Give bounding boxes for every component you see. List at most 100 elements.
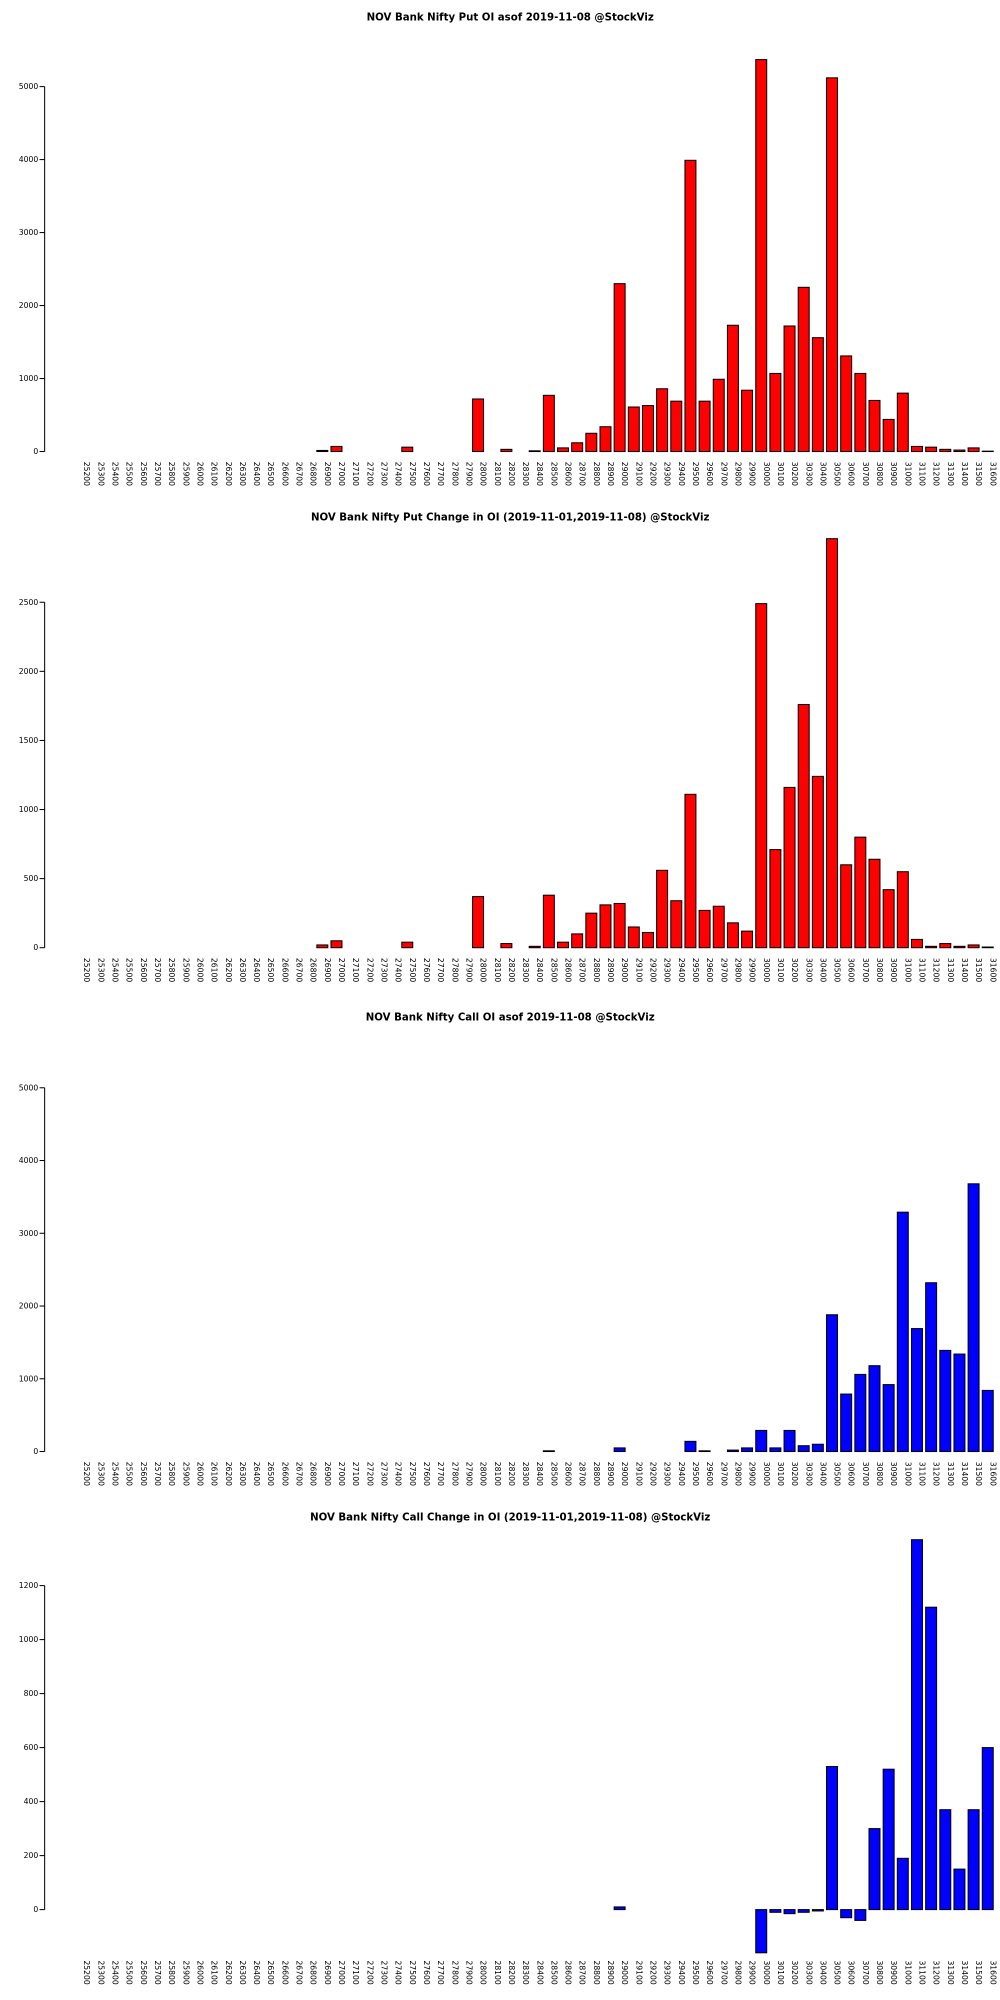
- bar: [953, 449, 966, 453]
- x-tick-label: 28400: [535, 1960, 544, 1984]
- x-tick-label: 30300: [804, 462, 813, 486]
- x-tick-label: 28300: [521, 1462, 530, 1486]
- chart-title: NOV Bank Nifty Put Change in OI (2019-11…: [311, 512, 710, 523]
- x-tick-label: 31600: [988, 1960, 997, 1984]
- x-tick-label: 31300: [946, 1462, 955, 1486]
- x-tick-label: 30200: [790, 958, 799, 982]
- x-tick-label: 26200: [224, 958, 233, 982]
- x-tick-label: 26200: [224, 1462, 233, 1486]
- x-tick-label: 28100: [493, 958, 502, 982]
- bar: [698, 400, 711, 453]
- x-tick-label: 28100: [493, 1462, 502, 1486]
- x-tick-label: 30700: [861, 958, 870, 982]
- x-tick-label: 30600: [847, 1462, 856, 1486]
- x-tick-label: 25400: [111, 958, 120, 982]
- x-tick-label: 26400: [252, 1960, 261, 1984]
- x-tick-label: 30800: [875, 462, 884, 486]
- x-tick-label: 28300: [521, 462, 530, 486]
- bar: [896, 392, 909, 453]
- x-tick-label: 25600: [139, 1960, 148, 1984]
- x-tick-label: 29000: [620, 462, 629, 486]
- y-tick-label: 2000: [19, 667, 39, 676]
- x-tick-label: 30500: [833, 1462, 842, 1486]
- x-tick-label: 27900: [464, 958, 473, 982]
- y-tick-label: 0: [33, 943, 38, 952]
- x-tick-label: 28900: [606, 462, 615, 486]
- bar: [910, 938, 923, 949]
- x-tick-label: 30100: [776, 1960, 785, 1984]
- bar: [910, 1328, 923, 1453]
- bar: [882, 418, 895, 453]
- bar: [726, 324, 739, 453]
- bar: [826, 77, 839, 453]
- bar: [925, 1282, 938, 1453]
- bar: [811, 775, 824, 949]
- bar: [613, 1906, 626, 1911]
- bar: [826, 538, 839, 949]
- x-tick-label: 29700: [719, 958, 728, 982]
- bar: [981, 1389, 994, 1453]
- bar: [840, 355, 853, 453]
- x-tick-label: 26100: [210, 1960, 219, 1984]
- bar: [599, 904, 612, 949]
- bar: [585, 912, 598, 949]
- x-tick-label: 27200: [365, 1462, 374, 1486]
- x-tick-label: 28700: [578, 958, 587, 982]
- x-tick-label: 29500: [691, 958, 700, 982]
- x-tick-label: 27800: [450, 958, 459, 982]
- x-tick-label: 31300: [946, 958, 955, 982]
- x-tick-label: 30000: [762, 462, 771, 486]
- x-tick-label: 26900: [323, 1960, 332, 1984]
- x-tick-label: 30200: [790, 1960, 799, 1984]
- bar: [811, 1443, 824, 1453]
- bar: [330, 940, 343, 949]
- x-tick-label: 30200: [790, 462, 799, 486]
- x-tick-label: 26600: [280, 958, 289, 982]
- bar: [925, 945, 938, 949]
- bar: [783, 325, 796, 453]
- x-tick-label: 26500: [266, 958, 275, 982]
- x-tick-label: 28700: [578, 1960, 587, 1984]
- x-tick-label: 30700: [861, 462, 870, 486]
- bar: [967, 944, 980, 949]
- x-tick-label: 29200: [649, 462, 658, 486]
- bar: [641, 931, 654, 949]
- x-tick-label: 31100: [918, 462, 927, 486]
- x-tick-label: 28000: [479, 1462, 488, 1486]
- bar: [613, 283, 626, 453]
- x-tick-label: 31400: [960, 1462, 969, 1486]
- x-tick-label: 30100: [776, 958, 785, 982]
- y-tick-label: 3000: [19, 228, 39, 237]
- x-tick-label: 28600: [564, 1462, 573, 1486]
- bar: [896, 1211, 909, 1453]
- x-tick-label: 25800: [167, 462, 176, 486]
- x-tick-label: 27800: [450, 1462, 459, 1486]
- bar: [741, 389, 754, 453]
- x-tick-label: 31200: [932, 1462, 941, 1486]
- bar: [953, 1353, 966, 1453]
- x-tick-label: 30000: [762, 1462, 771, 1486]
- x-tick-label: 30600: [847, 462, 856, 486]
- x-tick-label: 29500: [691, 1462, 700, 1486]
- bar: [528, 450, 541, 453]
- x-tick-label: 26300: [238, 1960, 247, 1984]
- bar: [910, 1539, 923, 1911]
- x-tick-label: 31300: [946, 1960, 955, 1984]
- bar: [967, 1183, 980, 1453]
- x-tick-label: 30700: [861, 1960, 870, 1984]
- x-tick-label: 29000: [620, 1462, 629, 1486]
- bar: [627, 926, 640, 949]
- x-tick-label: 26600: [280, 1462, 289, 1486]
- x-tick-label: 25200: [82, 1960, 91, 1984]
- bar: [684, 793, 697, 949]
- x-tick-label: 30900: [889, 1462, 898, 1486]
- x-tick-label: 27100: [351, 462, 360, 486]
- x-tick-label: 31000: [903, 462, 912, 486]
- bar: [641, 405, 654, 453]
- x-tick-label: 26200: [224, 1960, 233, 1984]
- bar: [670, 900, 683, 949]
- bar: [868, 1365, 881, 1453]
- y-tick-label: 2500: [19, 598, 39, 607]
- x-tick-label: 27700: [436, 958, 445, 982]
- x-tick-label: 26300: [238, 958, 247, 982]
